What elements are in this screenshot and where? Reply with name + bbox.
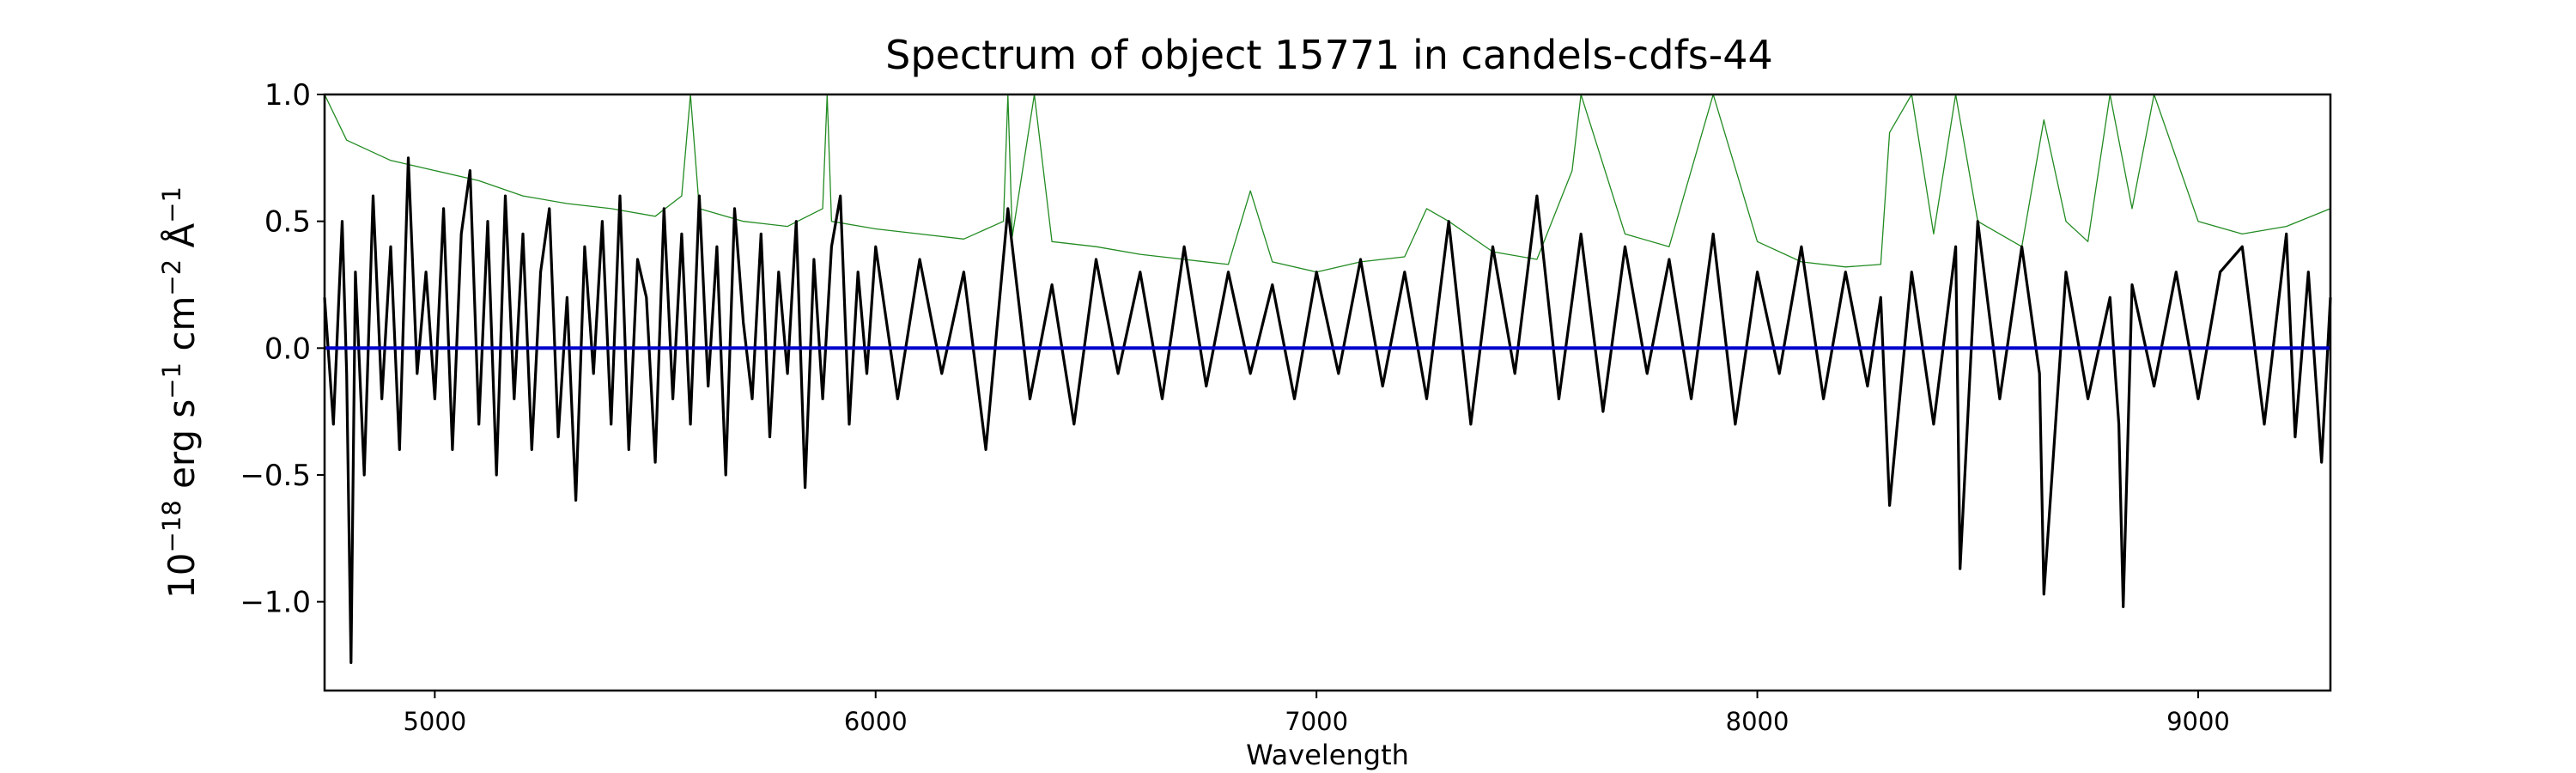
x-tick-label-3: 7000	[1285, 707, 1348, 736]
y-tick-label-2: 0.5	[264, 205, 311, 240]
series-lines	[323, 94, 2332, 665]
x-axis-label: Wavelength	[1246, 739, 1409, 771]
x-tick-label-2: 6000	[844, 707, 908, 736]
x-tick-label-4: 8000	[1726, 707, 1789, 736]
y-tick-label-1: 1.0	[264, 78, 311, 113]
x-tick-label-5: 9000	[2166, 707, 2230, 736]
series-line-2	[323, 156, 2332, 665]
y-axis-label-erg: erg s	[161, 399, 203, 501]
x-tick-label-1: 5000	[403, 707, 466, 736]
y-tick-label-5: −1.0	[240, 586, 311, 620]
y-tick-label-4: −0.5	[240, 459, 311, 493]
y-axis-label-angstrom-exponent: −1	[157, 186, 186, 223]
x-axis: 5000 6000 7000 8000 9000	[403, 691, 2230, 736]
y-axis-label-base: 10	[161, 553, 203, 599]
chart-title: Spectrum of object 15771 in candels-cdfs…	[885, 32, 1773, 78]
plot-frame	[323, 93, 2332, 692]
y-axis-label-cm: cm	[161, 296, 203, 362]
y-axis: 1.0 0.5 0.0 −0.5 −1.0	[240, 78, 325, 620]
y-tick-label-3: 0.0	[264, 332, 311, 366]
y-axis-label-cm-exponent: −2	[157, 259, 186, 296]
series-line-1	[324, 94, 2331, 273]
y-axis-label-angstrom: Å	[160, 223, 203, 259]
y-axis-label-base-exponent: −18	[157, 500, 186, 552]
y-axis-label: 10−18 erg s−1 cm−2 Å−1	[157, 186, 203, 599]
y-axis-label-s-exponent: −1	[157, 362, 186, 399]
